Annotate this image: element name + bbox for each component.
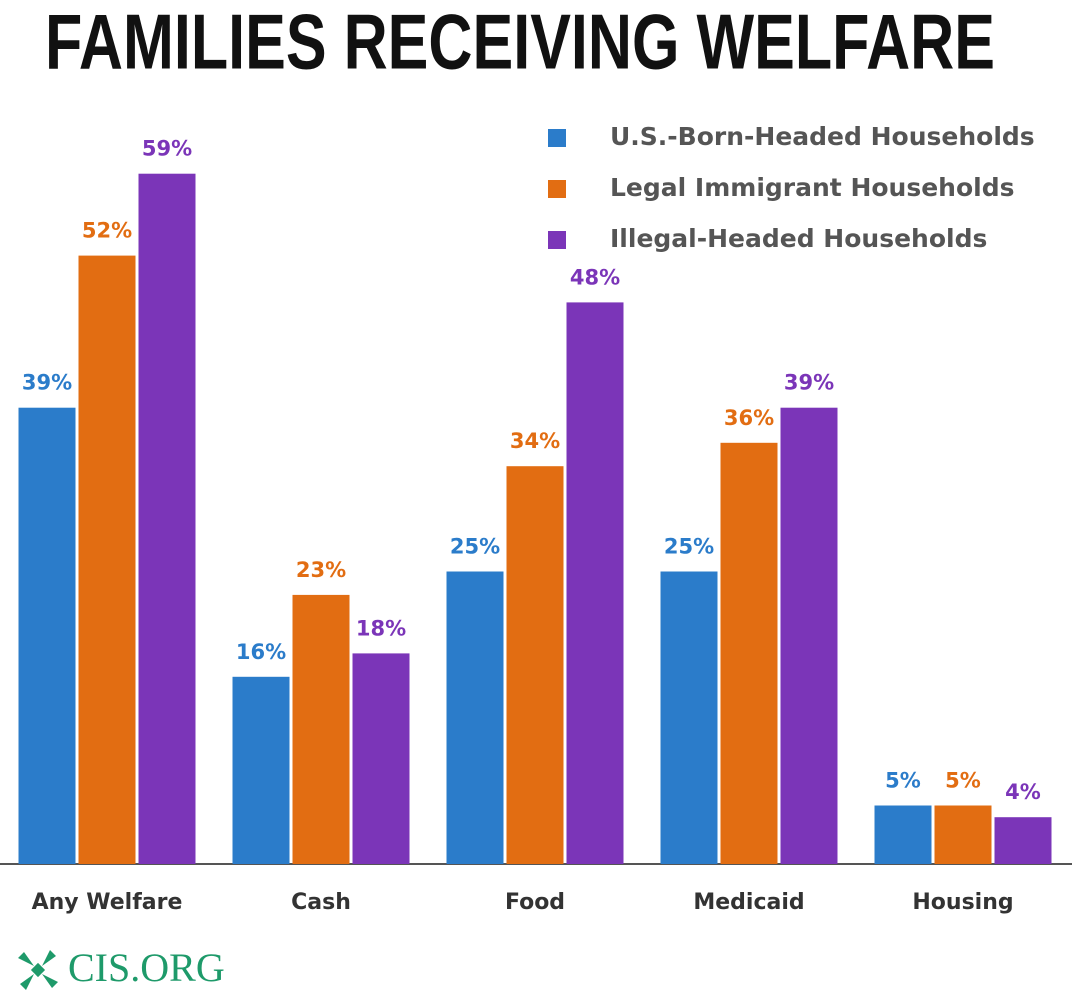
logo-icon — [18, 950, 58, 990]
legend-label: Illegal-Headed Households — [610, 224, 987, 253]
bar — [446, 571, 504, 864]
bar — [660, 571, 718, 864]
logo-text: CIS.ORG — [68, 945, 225, 990]
value-label: 48% — [570, 265, 620, 289]
bar — [78, 255, 136, 865]
bar — [232, 676, 290, 864]
bar — [566, 302, 624, 864]
value-label: 4% — [1005, 780, 1041, 804]
bar — [352, 653, 410, 864]
legend-label: U.S.-Born-Headed Households — [610, 122, 1035, 151]
legend-label: Legal Immigrant Households — [610, 173, 1015, 202]
value-label: 5% — [885, 769, 921, 793]
x-tick-label: Cash — [291, 890, 351, 915]
value-label: 36% — [724, 406, 774, 430]
value-label: 39% — [784, 371, 834, 395]
bar — [994, 817, 1052, 864]
value-label: 39% — [22, 371, 72, 395]
legend-swatch — [548, 231, 566, 249]
value-label: 16% — [236, 640, 286, 664]
chart-title: FAMILIES RECEIVING WELFARE — [45, 0, 995, 86]
x-tick-label: Any Welfare — [32, 890, 183, 915]
bar — [138, 173, 196, 864]
bar — [506, 466, 564, 864]
bar — [780, 407, 838, 864]
value-label: 18% — [356, 616, 406, 640]
value-label: 23% — [296, 558, 346, 582]
value-label: 25% — [664, 535, 714, 559]
value-label: 59% — [142, 137, 192, 161]
x-tick-label: Medicaid — [693, 890, 804, 915]
legend-swatch — [548, 180, 566, 198]
bar — [18, 407, 76, 864]
bar — [934, 805, 992, 864]
x-tick-label: Food — [505, 890, 565, 915]
value-label: 25% — [450, 535, 500, 559]
value-label: 5% — [945, 769, 981, 793]
x-tick-label: Housing — [912, 890, 1013, 915]
bar — [292, 594, 350, 864]
bar — [720, 442, 778, 864]
legend-swatch — [548, 129, 566, 147]
logo: CIS.ORG — [18, 945, 225, 990]
bar — [874, 805, 932, 864]
value-label: 34% — [510, 429, 560, 453]
value-label: 52% — [82, 219, 132, 243]
